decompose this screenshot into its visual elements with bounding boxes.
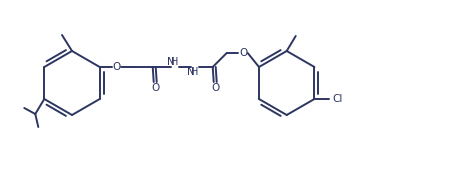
Text: O: O bbox=[239, 48, 247, 58]
Text: O: O bbox=[113, 62, 120, 72]
Text: N: N bbox=[187, 67, 194, 77]
Text: O: O bbox=[151, 83, 159, 93]
Text: H: H bbox=[191, 67, 198, 77]
Text: O: O bbox=[211, 83, 219, 93]
Text: Cl: Cl bbox=[332, 94, 342, 104]
Text: H: H bbox=[171, 57, 178, 67]
Text: N: N bbox=[167, 57, 174, 67]
